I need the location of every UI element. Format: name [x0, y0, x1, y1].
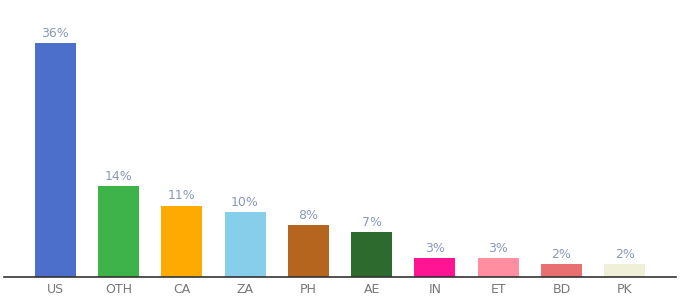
- Bar: [98, 186, 139, 277]
- Bar: [477, 258, 519, 277]
- Bar: [288, 225, 329, 277]
- Text: 3%: 3%: [425, 242, 445, 254]
- Text: 2%: 2%: [615, 248, 634, 261]
- Text: 10%: 10%: [231, 196, 259, 209]
- Text: 7%: 7%: [362, 215, 381, 229]
- Bar: [35, 43, 76, 277]
- Text: 2%: 2%: [551, 248, 571, 261]
- Bar: [351, 232, 392, 277]
- Bar: [161, 206, 203, 277]
- Text: 36%: 36%: [41, 27, 69, 40]
- Text: 11%: 11%: [168, 190, 196, 202]
- Bar: [541, 264, 582, 277]
- Bar: [414, 258, 456, 277]
- Text: 3%: 3%: [488, 242, 508, 254]
- Text: 8%: 8%: [299, 209, 318, 222]
- Text: 14%: 14%: [105, 170, 133, 183]
- Bar: [604, 264, 645, 277]
- Bar: [224, 212, 266, 277]
